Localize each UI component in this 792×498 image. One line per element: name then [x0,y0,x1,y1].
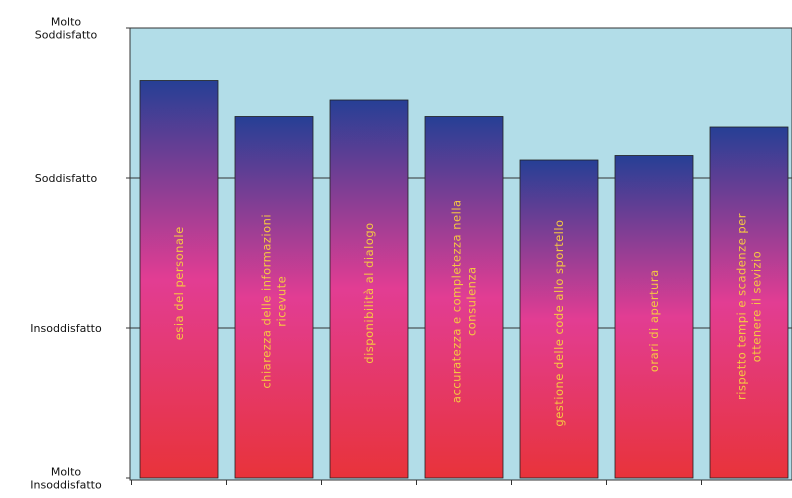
y-axis-labels: Molto Soddisfatto Soddisfatto Insoddisfatto… [30,16,102,492]
bar [709,126,789,479]
bar [329,99,409,479]
bar-group: orari di apertura [614,155,694,479]
bar-group: gestione delle code allo sportello [519,159,599,479]
bar-label: chiarezza delle informazioniricevute [260,214,289,389]
bar-label: orari di apertura [647,269,661,372]
bar-group: esia del personale [139,80,219,479]
bar-group: disponibilità al dialogo [329,99,409,479]
bar-group: chiarezza delle informazioniricevute [234,116,314,479]
bar-group: rispetto tempi e scadenze perottenere il… [709,126,789,479]
bar-label: rispetto tempi e scadenze perottenere il… [735,213,764,400]
x-axis-ticks [131,480,702,485]
y-tick-label: Molto Soddisfatto [35,16,98,42]
bar-group: accuratezza e completezza nellaconsulenz… [424,116,504,479]
bar [614,155,694,479]
bar-label: gestione delle code allo sportello [552,219,566,426]
bar-label: accuratezza e completezza nellaconsulenz… [450,199,479,403]
bar-label: esia del personale [172,226,186,340]
y-tick-label: Soddisfatto [35,172,98,185]
bar [234,116,314,479]
y-tick-label: Insoddisfatto [30,322,102,335]
bars: esia del personale chiarezza delle inform… [139,80,789,479]
bar [424,116,504,479]
bar [139,80,219,479]
bar [519,159,599,479]
y-tick-label: Molto Insoddisfatto [30,466,102,492]
bar-label: disponibilità al dialogo [362,222,376,363]
